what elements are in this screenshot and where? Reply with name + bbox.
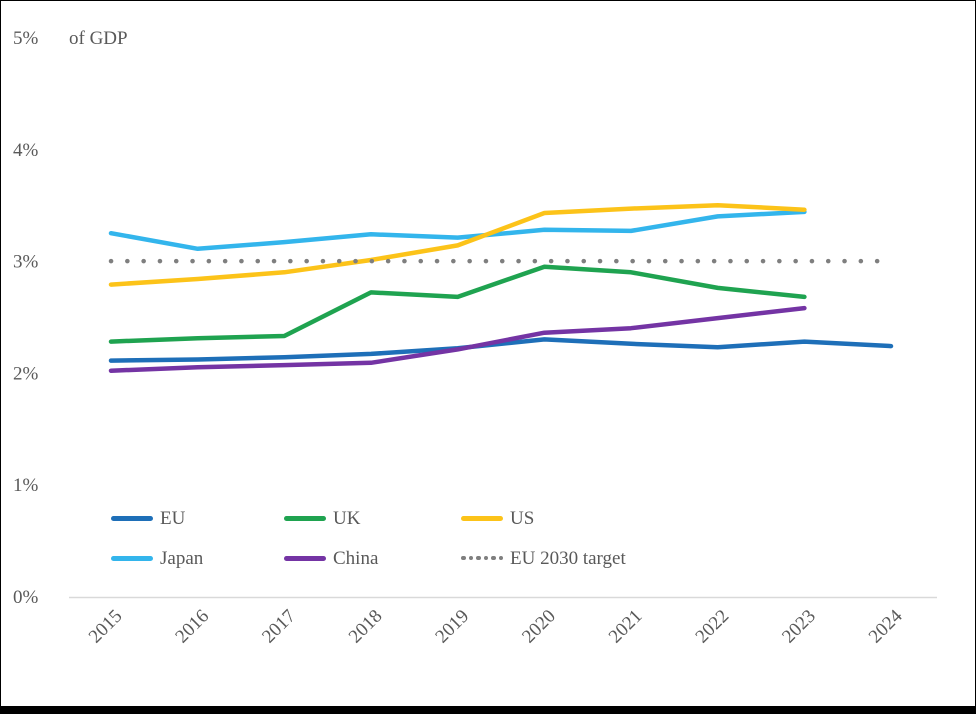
x-tick-group: 2021 (605, 606, 647, 648)
x-tick-label: 2020 (518, 606, 560, 648)
series-line-eu (108, 337, 894, 363)
series-line-japan (108, 209, 807, 252)
y-tick-label: 3% (13, 252, 39, 273)
units-label: of GDP (69, 28, 128, 49)
x-tick-group: 2015 (85, 606, 127, 648)
x-tick-label: 2021 (605, 606, 647, 648)
line-chart: of GDP 0% 1% 2% 3% 4% 5% 2015 2016 2017 2018 2019 2… (13, 28, 937, 648)
bottom-divider-bar (1, 706, 975, 713)
y-tick-label: 0% (13, 587, 39, 608)
x-tick-label: 2016 (171, 606, 213, 648)
x-tick-group: 2024 (865, 605, 907, 647)
x-tick-group: 2020 (518, 606, 560, 648)
x-tick-group: 2016 (171, 606, 213, 648)
x-tick-label: 2018 (345, 606, 387, 648)
x-tick-group: 2018 (345, 606, 387, 648)
y-tick-label: 2% (13, 363, 39, 384)
x-tick-label: 2019 (431, 606, 473, 648)
series-line-china (108, 305, 807, 373)
x-tick-label: 2023 (778, 606, 820, 648)
series-line-uk (108, 264, 807, 344)
y-tick-label: 5% (13, 28, 39, 49)
x-tick-group: 2023 (778, 606, 820, 648)
series-line-us (108, 202, 807, 287)
x-tick-label: 2022 (692, 606, 734, 648)
x-tick-label: 2024 (865, 605, 907, 647)
x-tick-label: 2015 (85, 606, 127, 648)
x-tick-group: 2019 (431, 606, 473, 648)
y-tick-label: 1% (13, 475, 39, 496)
x-tick-label: 2017 (258, 606, 300, 648)
y-tick-label: 4% (13, 140, 39, 161)
x-tick-group: 2022 (692, 606, 734, 648)
x-tick-group: 2017 (258, 606, 300, 648)
